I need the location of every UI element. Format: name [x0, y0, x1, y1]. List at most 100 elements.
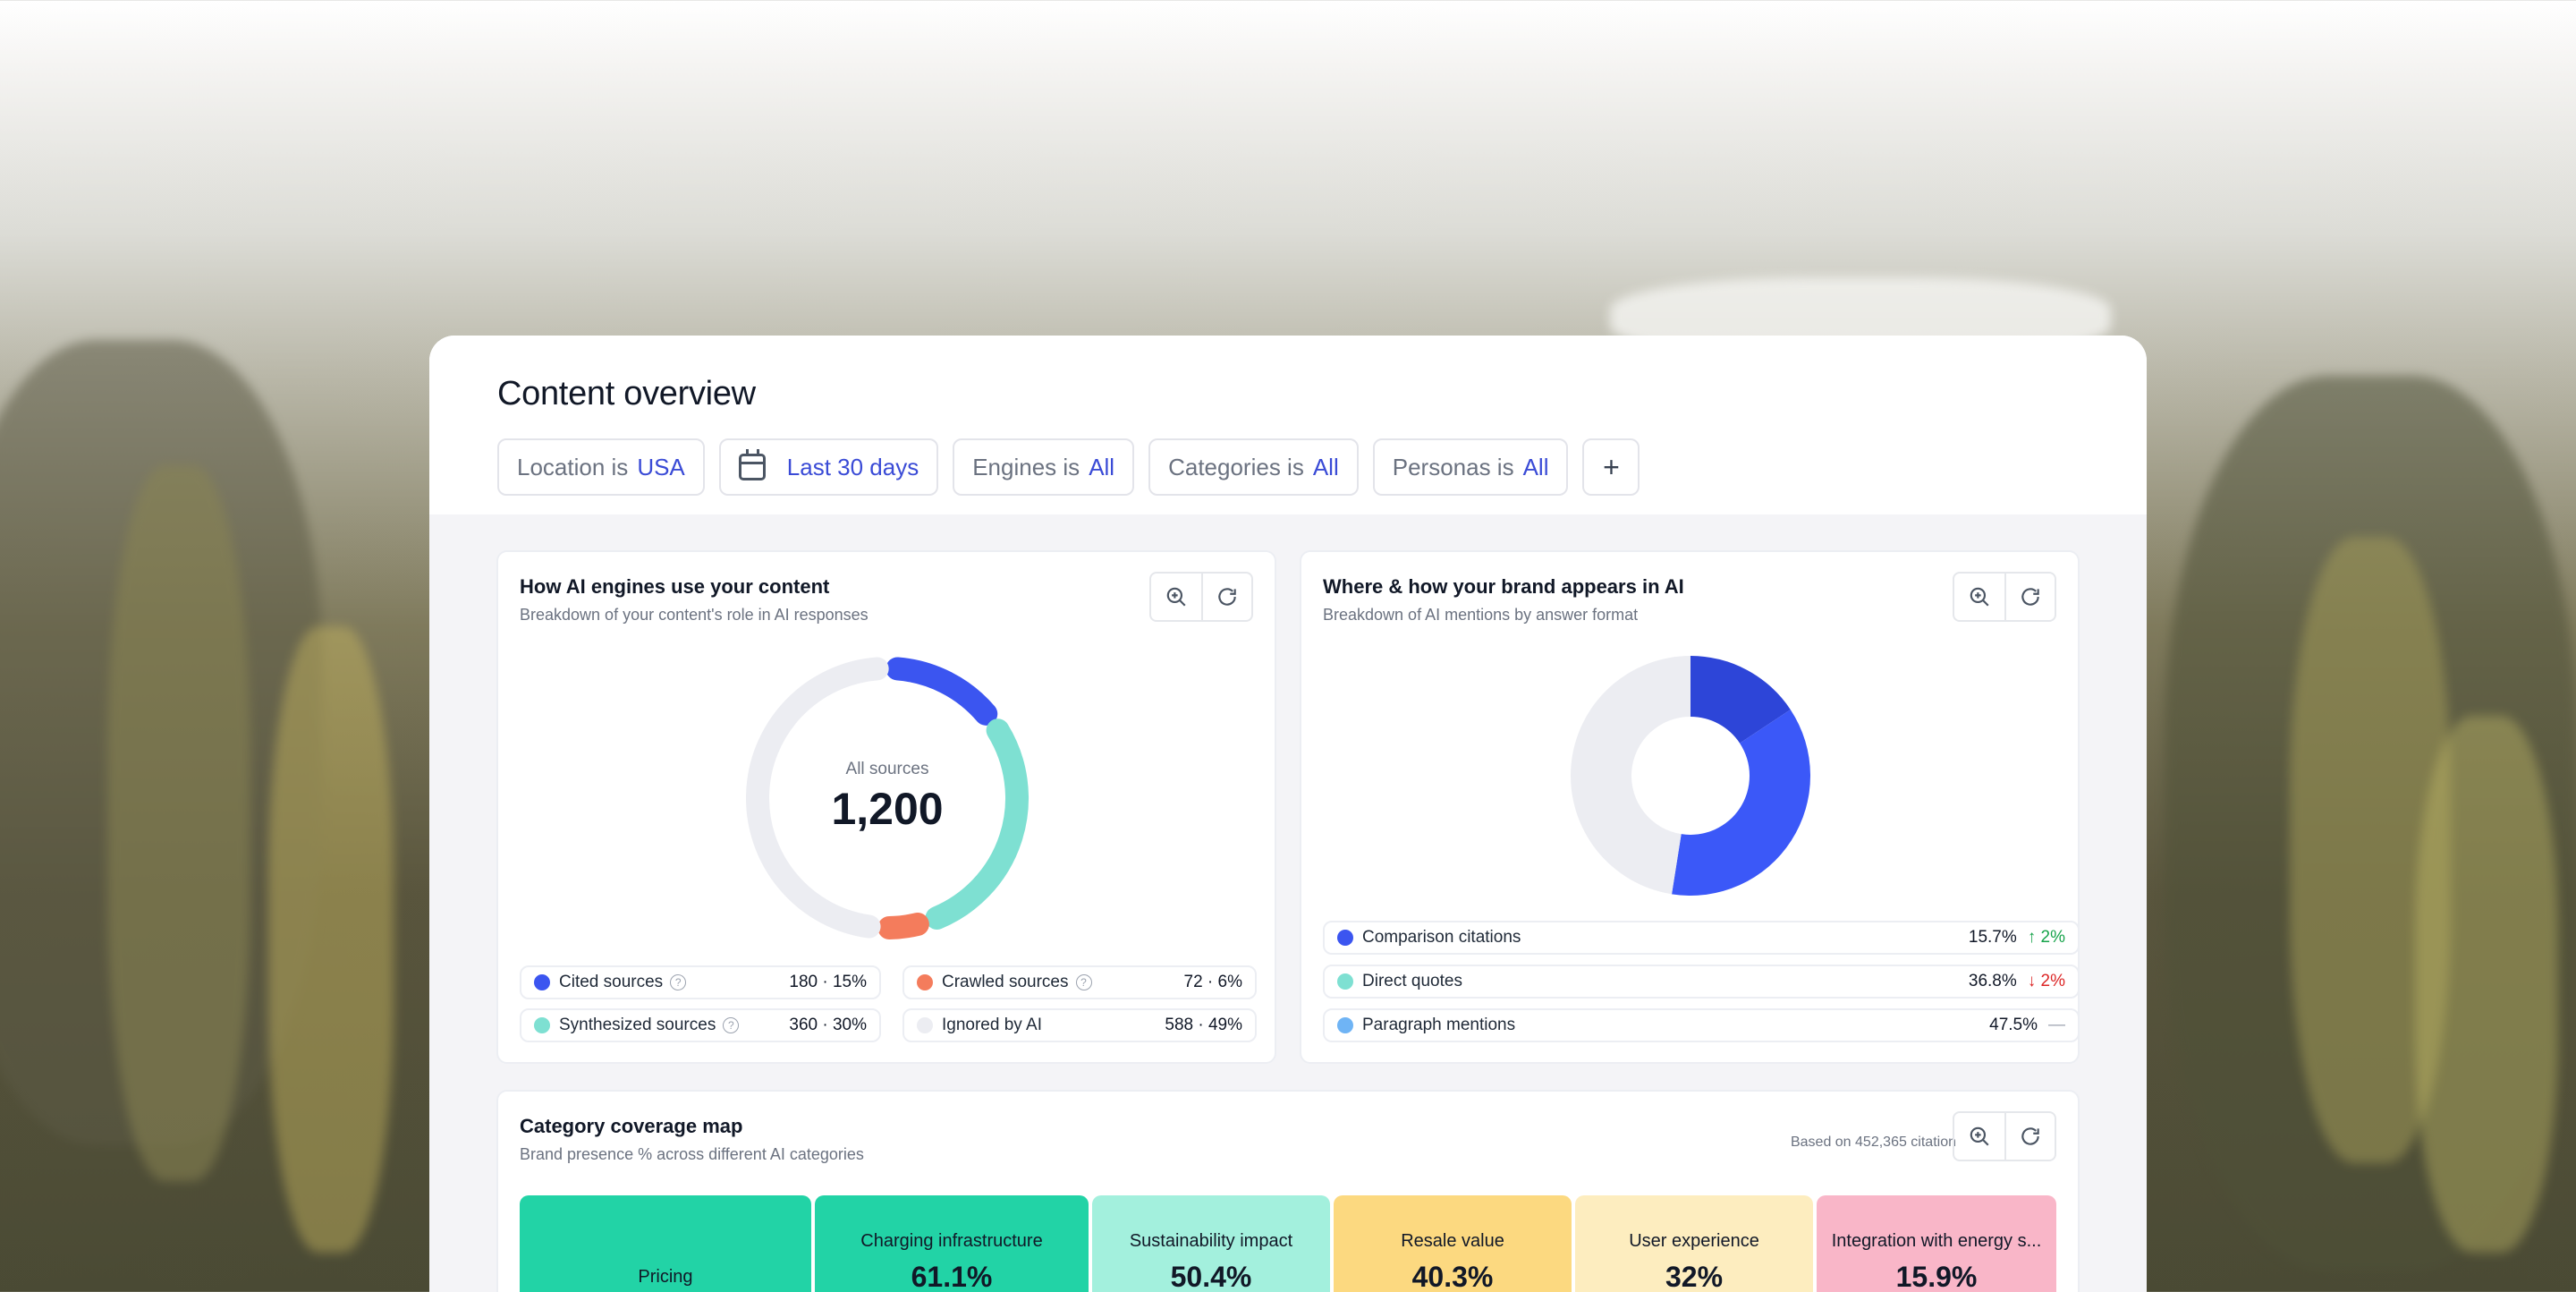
- donut-center-label: All sources: [845, 760, 929, 778]
- coverage-tile-sustainability[interactable]: Sustainability impact 50.4%: [1092, 1195, 1330, 1292]
- legend-value: 360 · 30%: [789, 1016, 867, 1034]
- trend-flat-badge: —: [2048, 1016, 2065, 1034]
- filter-categories-value: All: [1312, 453, 1339, 480]
- legend-dot: [534, 1017, 550, 1033]
- refresh-icon[interactable]: [2004, 1113, 2055, 1160]
- brand-card-subtitle: Breakdown of AI mentions by answer forma…: [1323, 606, 1639, 624]
- trend-down-badge: ↓ 2%: [2027, 972, 2065, 990]
- zoom-in-icon[interactable]: [1151, 574, 1201, 620]
- legend-dot: [1337, 1017, 1353, 1033]
- legend-crawled-sources: Crawled sources ? 72 · 6%: [902, 965, 1257, 999]
- coverage-based-on: Based on 452,365 citation: [1790, 1135, 1956, 1150]
- brand-card: Where & how your brand appears in AI Bre…: [1300, 550, 2080, 1064]
- legend-label: Crawled sources: [942, 973, 1069, 991]
- brand-card-tools: [1953, 572, 2056, 622]
- legend-dot: [917, 1017, 933, 1033]
- legend-value: 72 · 6%: [1183, 973, 1242, 991]
- tile-value: 40.3%: [1411, 1261, 1494, 1292]
- coverage-card-tools: [1953, 1111, 2056, 1161]
- engines-card-title: How AI engines use your content: [520, 575, 830, 598]
- tile-label: Pricing: [638, 1267, 693, 1287]
- coverage-tile-user-experience[interactable]: User experience 32%: [1575, 1195, 1813, 1292]
- trend-value: 2%: [2040, 972, 2065, 990]
- legend-value: 15.7%: [1968, 928, 2017, 947]
- filter-location-label: Location is: [517, 453, 629, 480]
- filter-date-value: Last 30 days: [786, 453, 919, 480]
- filter-date-range[interactable]: Last 30 days: [718, 438, 939, 496]
- filter-location[interactable]: Location is USA: [497, 438, 705, 496]
- tile-label: Sustainability impact: [1129, 1231, 1293, 1251]
- coverage-tile-pricing[interactable]: Pricing: [520, 1195, 811, 1292]
- engines-card-tools: [1149, 572, 1253, 622]
- refresh-icon[interactable]: [2004, 574, 2055, 620]
- coverage-tile-resale[interactable]: Resale value 40.3%: [1334, 1195, 1572, 1292]
- legend-dot: [534, 974, 550, 990]
- filter-bar: Location is USA Last 30 days Engines is …: [497, 438, 2079, 496]
- legend-label: Synthesized sources: [559, 1016, 716, 1034]
- filter-location-value: USA: [637, 453, 685, 480]
- filter-categories-label: Categories is: [1168, 453, 1304, 480]
- refresh-icon[interactable]: [1201, 574, 1251, 620]
- legend-paragraph-mentions: Paragraph mentions 47.5% —: [1323, 1008, 2080, 1042]
- tile-label: Integration with energy s...: [1831, 1231, 2042, 1251]
- engines-card-subtitle: Breakdown of your content's role in AI r…: [520, 606, 869, 624]
- coverage-card-title: Category coverage map: [520, 1115, 743, 1137]
- legend-comparison-citations: Comparison citations 15.7% ↑ 2%: [1323, 921, 2080, 955]
- help-icon[interactable]: ?: [670, 974, 687, 990]
- donut-segment-cited-sources[interactable]: [886, 657, 998, 726]
- tile-value: 50.4%: [1170, 1261, 1252, 1292]
- zoom-in-icon[interactable]: [1954, 1113, 2004, 1160]
- filter-engines-value: All: [1089, 453, 1115, 480]
- legend-value: 36.8%: [1968, 972, 2017, 990]
- donut-center-value: 1,200: [831, 784, 944, 834]
- help-icon[interactable]: ?: [1075, 974, 1092, 990]
- coverage-card-subtitle: Brand presence % across different AI cat…: [520, 1145, 864, 1163]
- legend-value: 180 · 15%: [789, 973, 867, 991]
- brand-card-title: Where & how your brand appears in AI: [1323, 575, 1684, 598]
- filter-engines-label: Engines is: [972, 453, 1080, 480]
- legend-ignored-by-ai: Ignored by AI 588 · 49%: [902, 1008, 1257, 1042]
- pie-slice-paragraph-mentions[interactable]: [1571, 656, 1690, 895]
- legend-synthesized-sources: Synthesized sources ? 360 · 30%: [520, 1008, 881, 1042]
- legend-value: 588 · 49%: [1165, 1016, 1242, 1034]
- legend-value: 47.5%: [1989, 1016, 2038, 1034]
- tile-label: User experience: [1629, 1231, 1759, 1251]
- filter-personas[interactable]: Personas is All: [1372, 438, 1569, 496]
- legend-direct-quotes: Direct quotes 36.8% ↓ 2%: [1323, 965, 2080, 999]
- legend-label: Paragraph mentions: [1362, 1016, 1516, 1034]
- donut-segment-synthesized-sources[interactable]: [925, 718, 1029, 930]
- donut-segment-crawled-sources[interactable]: [877, 912, 929, 939]
- filter-categories[interactable]: Categories is All: [1148, 438, 1359, 496]
- trend-value: 2%: [2040, 928, 2065, 947]
- legend-dot: [1337, 973, 1353, 990]
- donut-segment-ignored-by-ai[interactable]: [746, 657, 889, 939]
- legend-dot: [1337, 930, 1353, 946]
- pie-slice-direct-quotes[interactable]: [1672, 710, 1810, 896]
- legend-cited-sources: Cited sources ? 180 · 15%: [520, 965, 881, 999]
- coverage-tile-energy-integration[interactable]: Integration with energy s... 15.9%: [1817, 1195, 2056, 1292]
- add-filter-button[interactable]: +: [1582, 438, 1640, 496]
- coverage-tile-charging[interactable]: Charging infrastructure 61.1%: [815, 1195, 1089, 1292]
- tile-value: 15.9%: [1895, 1261, 1978, 1292]
- page-title: Content overview: [497, 375, 756, 412]
- help-icon[interactable]: ?: [723, 1017, 740, 1033]
- panel-header: Content overview Location is USA Last 30…: [429, 336, 2147, 514]
- filter-engines[interactable]: Engines is All: [953, 438, 1135, 496]
- brand-donut-chart: [1571, 656, 1810, 896]
- calendar-icon: [738, 449, 766, 480]
- legend-label: Ignored by AI: [942, 1016, 1042, 1034]
- legend-label: Cited sources: [559, 973, 664, 991]
- pie-slice-comparison-citations[interactable]: [1690, 656, 1791, 744]
- legend-label: Comparison citations: [1362, 928, 1521, 947]
- tile-value: 61.1%: [911, 1261, 993, 1292]
- engines-donut-chart: [746, 657, 1029, 939]
- filter-personas-value: All: [1522, 453, 1549, 480]
- tile-label: Resale value: [1401, 1231, 1504, 1251]
- engines-card: How AI engines use your content Breakdow…: [496, 550, 1276, 1064]
- legend-dot: [917, 974, 933, 990]
- zoom-in-icon[interactable]: [1954, 574, 2004, 620]
- legend-label: Direct quotes: [1362, 972, 1462, 990]
- tile-label: Charging infrastructure: [860, 1231, 1043, 1251]
- filter-personas-label: Personas is: [1392, 453, 1514, 480]
